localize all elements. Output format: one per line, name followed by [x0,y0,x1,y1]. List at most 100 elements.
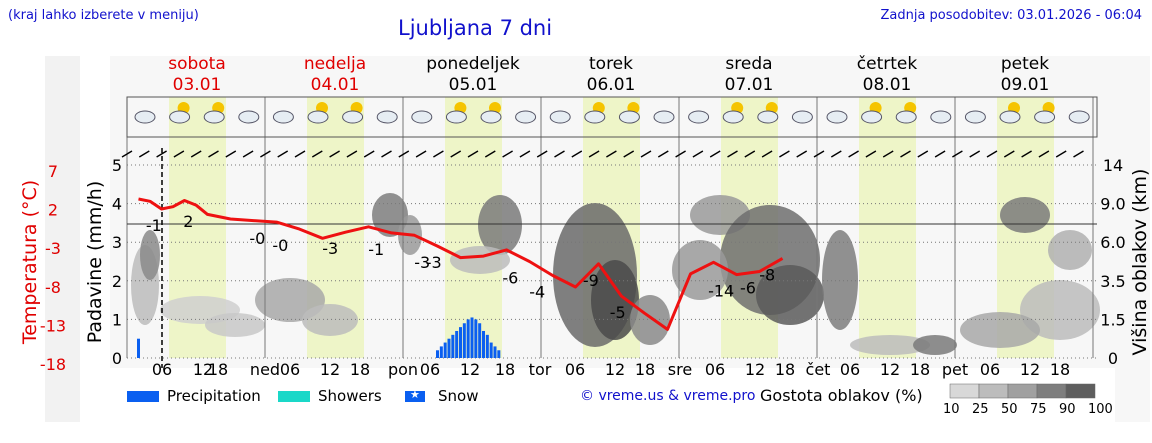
cloud-icon [169,110,191,124]
wind-barb-icon [467,150,479,158]
cloud-height-axis-label: Višina oblakov (km) [1129,169,1151,356]
x-tick-label: 12 [880,360,900,379]
wind-barb-icon [692,150,704,158]
temperature-data-label: -14 [708,282,734,301]
x-tick-label: 12 [605,360,625,379]
temperature-data-label: -0 [272,236,288,255]
wind-barb-icon [934,150,946,158]
wind-barb-icon [484,150,496,158]
x-tick-label: 06 [840,360,860,379]
temperature-line [138,197,784,331]
legend-snow-label: Snow [438,387,479,405]
temperature-data-label: 2 [183,212,193,231]
wind-barb-icon [588,150,600,158]
day-date: 03.01 [173,75,222,95]
wind-barb-icon [381,150,392,158]
legend-showers-swatch [278,391,310,402]
cloud-height-tick: 9.0 [1100,195,1125,214]
wind-barb-icon [709,150,721,158]
wind-barb-icon [640,150,652,158]
cloud-area [1048,230,1092,270]
precipitation-bar [436,350,439,358]
cloud-area [850,335,930,355]
precipitation-tick: 3 [112,233,122,252]
precipitation-bar [439,346,443,358]
page-title: Ljubljana 7 dni [398,16,553,40]
wind-barb-icon [571,150,583,158]
wind-barb-icon [398,150,410,158]
day-name: nedelja [304,54,366,74]
temperature-data-label: -6 [502,269,518,288]
precipitation-tick: 1 [112,310,122,329]
cloud-area [140,230,160,280]
right-panel [1115,56,1150,422]
temperature-data-label: -9 [583,271,599,290]
wind-barb-icon [744,150,756,158]
precipitation-bar [489,342,493,358]
cloud-scale-swatch [1007,383,1038,399]
cloud-icon [549,110,571,124]
wind-barb-icon [121,150,133,158]
wind-barb-icon [502,150,513,158]
cloud-scale-label: 90 [1059,402,1076,417]
x-tick-label: pon [388,360,418,379]
x-tick-label: 18 [775,360,795,379]
x-tick-label: 18 [350,360,370,379]
x-tick-label: 06 [565,360,585,379]
cloud-icon [895,110,917,124]
cloud-area [960,312,1040,348]
cloud-scale-swatch [1036,383,1067,399]
x-tick-label: 06 [152,360,172,379]
location-hint[interactable]: (kraj lahko izberete v meniju) [8,8,199,23]
cloud-icon [445,110,467,124]
cloud-height-tick: 14 [1103,156,1123,175]
cloud-scale-label: 10 [943,402,960,417]
cloud-icon [342,110,364,124]
x-tick-label: 06 [420,360,440,379]
cloud-icon [861,110,883,124]
precipitation-tick: 2 [112,272,122,291]
wind-barb-icon [952,150,963,158]
cloud-icon [826,110,848,124]
wind-barb-icon [848,150,859,158]
wind-barb-icon [173,150,185,158]
wind-barb-icon [727,150,738,158]
wind-barb-icon [433,150,444,158]
wind-barb-icon [657,150,669,158]
temperature-tick: -13 [40,316,66,335]
cloud-area [591,260,639,340]
temperature-tick: 2 [48,201,58,220]
precipitation-bar [470,317,474,358]
wind-barb-icon [294,150,306,158]
day-name: torek [589,54,633,74]
precipitation-tick: 4 [112,195,122,214]
cloud-scale-label: 100 [1088,402,1113,417]
wind-barb-icon [900,150,911,158]
cloud-scale-swatch [949,383,980,399]
cloud-icon [930,110,952,124]
cloud-area [913,335,957,355]
cloud-scale-label: 75 [1030,402,1047,417]
precipitation-bar [462,323,466,358]
credit-link[interactable]: © vreme.us & vreme.pro [580,388,756,404]
cloud-icon [515,110,537,124]
temperature-tick: -3 [45,239,61,258]
x-tick-label: 06 [980,360,1000,379]
wind-barb-icon [969,150,981,158]
wind-barb-icon [1021,150,1032,158]
x-tick-label: 12 [460,360,480,379]
temperature-data-label: -4 [529,282,545,301]
cloud-icon [999,110,1021,124]
day-name: sobota [168,54,226,74]
precipitation-bar [478,323,482,358]
day-name: petek [1001,54,1049,74]
temperature-data-label: -3 [426,253,442,272]
cloud-icon [203,110,225,124]
wind-barb-icon [277,150,289,158]
precipitation-bar [443,342,447,358]
cloud-icon [411,110,433,124]
cloud-icon [1068,110,1090,124]
day-date: 04.01 [311,75,360,95]
wind-barb-icon [138,150,150,158]
wind-barb-icon [623,150,635,158]
